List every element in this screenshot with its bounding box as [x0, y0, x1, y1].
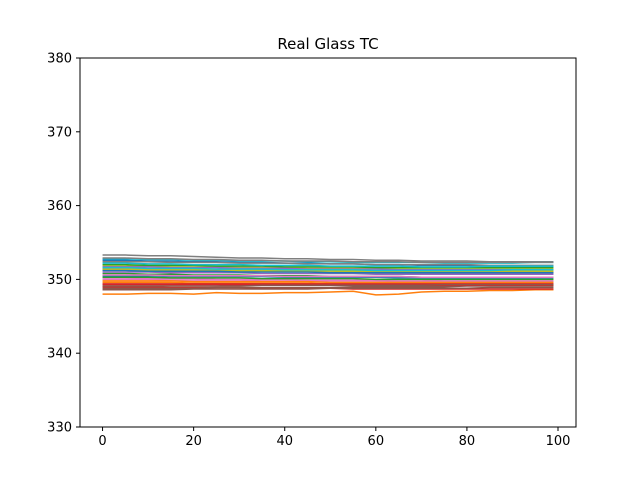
x-tick-label: 40	[276, 434, 293, 449]
x-tick-label: 100	[546, 434, 571, 449]
x-tick-label: 60	[368, 434, 385, 449]
series-line-8	[102, 254, 554, 263]
series-line-16	[102, 286, 554, 291]
series-line-2	[102, 288, 554, 296]
series-line-23	[102, 276, 554, 281]
chart-title: Real Glass TC	[277, 35, 378, 53]
y-tick-label: 340	[47, 347, 72, 362]
x-tick-label: 20	[185, 434, 202, 449]
series-line-28	[102, 257, 554, 264]
y-tick-label: 350	[47, 273, 72, 288]
x-axis: 0 20 40 60 80 100	[98, 427, 570, 449]
y-tick-label: 330	[47, 421, 72, 436]
series-line-18	[102, 260, 554, 267]
y-tick-label: 370	[47, 125, 72, 140]
plot-frame	[79, 57, 577, 428]
series-line-21	[102, 269, 554, 274]
series-line-20	[102, 262, 554, 268]
series-line-22	[102, 280, 554, 284]
x-tick-label: 0	[98, 434, 106, 449]
series-line-30	[102, 266, 554, 272]
y-axis: 330 340 350 360 370 380	[47, 52, 80, 436]
series-line-27	[102, 274, 554, 278]
series-lines	[102, 254, 554, 296]
series-line-26	[102, 283, 554, 287]
y-tick-label: 380	[47, 52, 72, 67]
y-tick-label: 360	[47, 199, 72, 214]
x-tick-label: 80	[459, 434, 476, 449]
